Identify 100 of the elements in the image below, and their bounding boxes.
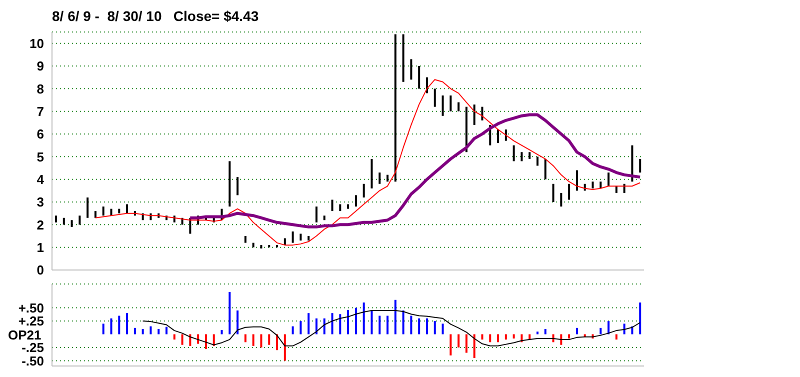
line-series bbox=[142, 310, 641, 346]
bar bbox=[55, 216, 57, 222]
bar bbox=[331, 200, 334, 212]
bar bbox=[552, 184, 554, 202]
bar bbox=[228, 292, 231, 334]
line-series bbox=[94, 79, 641, 246]
bar bbox=[497, 129, 500, 144]
bar bbox=[142, 328, 144, 334]
bar bbox=[70, 220, 73, 227]
bar bbox=[354, 308, 357, 334]
bar bbox=[465, 106, 468, 152]
bar bbox=[600, 182, 602, 188]
bar bbox=[308, 236, 310, 241]
bar bbox=[181, 334, 184, 345]
bar bbox=[236, 177, 239, 196]
bar bbox=[608, 321, 610, 334]
bar bbox=[331, 313, 334, 334]
y-tick-label: 0 bbox=[36, 262, 44, 278]
bar bbox=[458, 334, 460, 348]
bar bbox=[94, 211, 96, 218]
bar bbox=[308, 313, 310, 334]
bar bbox=[252, 242, 254, 248]
bar bbox=[576, 328, 578, 334]
bar bbox=[520, 152, 523, 162]
bar bbox=[442, 324, 444, 334]
bar bbox=[473, 334, 476, 358]
bar bbox=[631, 145, 634, 182]
bar bbox=[536, 332, 538, 334]
bar bbox=[473, 104, 476, 125]
bar bbox=[418, 318, 420, 334]
bar bbox=[370, 310, 373, 334]
bar bbox=[560, 192, 562, 207]
y-tick-label: 4 bbox=[36, 172, 45, 187]
y-tick-label: 6 bbox=[36, 126, 44, 142]
bar bbox=[442, 95, 444, 116]
bar bbox=[212, 334, 215, 346]
bar bbox=[102, 324, 104, 334]
bar bbox=[481, 106, 484, 120]
bar bbox=[166, 326, 168, 334]
y-tick-label: 8 bbox=[36, 81, 44, 96]
bar bbox=[568, 184, 570, 200]
bar bbox=[528, 152, 531, 159]
bar bbox=[244, 334, 246, 342]
bar bbox=[450, 334, 452, 356]
y-axis-title: OP21 bbox=[8, 327, 42, 342]
y-tick-label: 9 bbox=[36, 58, 44, 74]
bar bbox=[252, 334, 254, 346]
bar bbox=[323, 216, 326, 220]
bar bbox=[362, 184, 365, 198]
bar bbox=[536, 156, 538, 166]
chart-title: 8/ 6/ 9 - 8/ 30/ 10 Close= $4.43 bbox=[51, 8, 260, 26]
y-tick-label: 3 bbox=[36, 194, 44, 210]
bar bbox=[512, 145, 515, 162]
y-tick-label: 1 bbox=[36, 240, 44, 255]
bar bbox=[639, 302, 642, 334]
bar bbox=[228, 161, 231, 207]
bar bbox=[315, 206, 318, 222]
bar bbox=[394, 34, 396, 182]
bar bbox=[323, 318, 326, 334]
bar bbox=[158, 328, 160, 334]
bar bbox=[370, 158, 373, 188]
bar bbox=[244, 236, 246, 243]
bar bbox=[300, 321, 302, 334]
bar bbox=[354, 195, 357, 207]
bar bbox=[118, 316, 120, 334]
bar bbox=[339, 314, 342, 334]
bar bbox=[150, 326, 152, 334]
bar bbox=[402, 310, 404, 334]
bar bbox=[512, 334, 515, 338]
bar bbox=[300, 234, 302, 241]
bar bbox=[118, 208, 120, 214]
y-tick-label: 7 bbox=[36, 104, 44, 119]
bar bbox=[78, 216, 81, 225]
bar bbox=[426, 318, 428, 334]
bar bbox=[544, 158, 546, 180]
bar bbox=[362, 302, 365, 334]
bar bbox=[458, 102, 460, 112]
bar bbox=[260, 245, 262, 248]
bar bbox=[339, 204, 342, 212]
bar bbox=[347, 310, 350, 334]
bar bbox=[410, 316, 412, 334]
bar bbox=[386, 174, 389, 182]
bar bbox=[608, 172, 610, 186]
bar bbox=[465, 334, 468, 353]
bar bbox=[110, 318, 112, 334]
bar bbox=[592, 182, 594, 188]
bar bbox=[378, 172, 381, 184]
bar bbox=[86, 197, 89, 218]
bar bbox=[402, 34, 404, 82]
bar bbox=[204, 334, 207, 350]
bar bbox=[576, 170, 578, 191]
bar bbox=[489, 334, 492, 342]
y-tick-label: -.25 bbox=[22, 340, 44, 356]
bar bbox=[504, 334, 507, 340]
y-tick-label: 10 bbox=[30, 36, 44, 51]
line-series bbox=[188, 113, 642, 228]
bar bbox=[268, 334, 270, 345]
bar bbox=[292, 231, 294, 243]
bar bbox=[386, 316, 389, 334]
bar bbox=[639, 158, 642, 173]
